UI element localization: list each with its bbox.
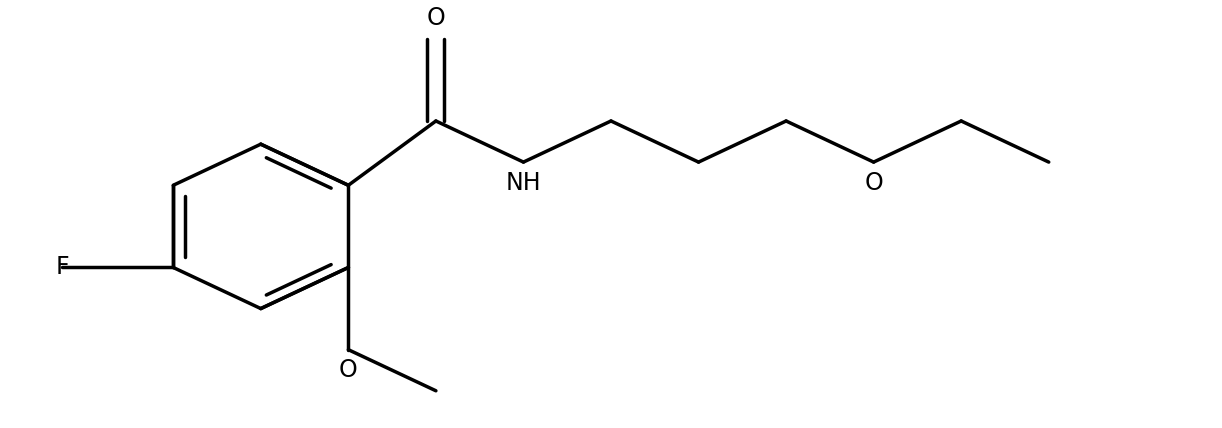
Text: NH: NH bbox=[506, 170, 541, 194]
Text: O: O bbox=[864, 170, 884, 194]
Text: F: F bbox=[55, 256, 68, 279]
Text: O: O bbox=[426, 6, 445, 30]
Text: O: O bbox=[338, 358, 358, 382]
